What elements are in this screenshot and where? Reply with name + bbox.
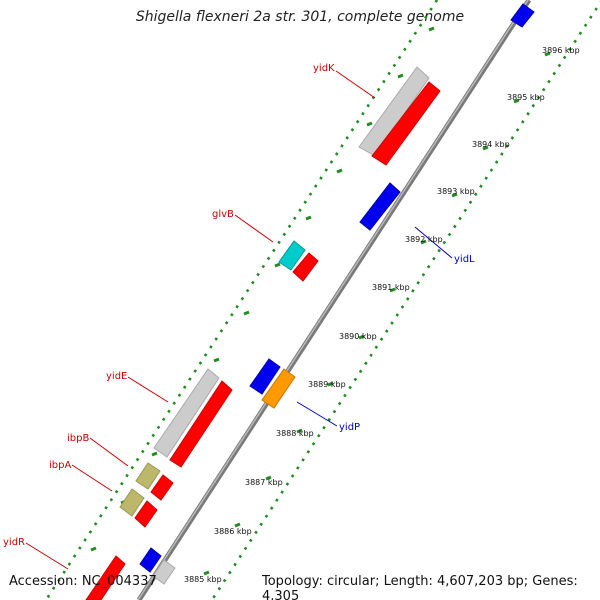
gene-label: ibpA bbox=[49, 460, 71, 471]
gene-yidR-red bbox=[85, 555, 126, 600]
gene-blocks-right bbox=[139, 3, 535, 585]
accession-label: Accession: NC_004337 bbox=[9, 574, 157, 589]
tick-label: 3889 kbp bbox=[308, 380, 346, 389]
genome-summary: Topology: circular; Length: 4,607,203 bp… bbox=[262, 574, 578, 600]
gene-blue-top bbox=[510, 3, 535, 28]
tick-label: 3895 kbp bbox=[507, 93, 545, 102]
gene-glvB-red bbox=[292, 252, 319, 282]
tick-label: 3896 kbp bbox=[542, 46, 580, 55]
gene-yidP-blue bbox=[249, 358, 281, 395]
gene-labels: yidK glvB yidE ibpB ibpA yidR yidL yidP bbox=[3, 63, 475, 548]
gene-label: yidR bbox=[3, 537, 25, 548]
gene-glvB-cyan bbox=[278, 240, 306, 271]
tick-label: 3892 kbp bbox=[405, 235, 443, 244]
gene-label: glvB bbox=[212, 209, 234, 220]
tick-label: 3893 kbp bbox=[437, 187, 475, 196]
gene-blocks-left bbox=[85, 66, 441, 600]
gene-label: yidP bbox=[339, 422, 360, 433]
gene-ibpB-red bbox=[150, 474, 174, 501]
gene-label: yidL bbox=[454, 254, 475, 265]
gene-label: ibpB bbox=[67, 433, 89, 444]
gene-label: yidE bbox=[106, 371, 127, 382]
gene-yidL-blue bbox=[359, 182, 401, 231]
ruler-tick-labels: 3885 kbp 3886 kbp 3887 kbp 3888 kbp 3889… bbox=[184, 46, 580, 584]
genome-backbone bbox=[136, 0, 532, 600]
gene-ibpA-red bbox=[134, 500, 158, 528]
tick-label: 3888 kbp bbox=[276, 429, 314, 438]
gene-ibpA-khaki bbox=[119, 488, 145, 517]
ruler-right-ticks bbox=[203, 51, 551, 576]
gene-blue-bottom bbox=[139, 547, 162, 573]
tick-label: 3891 kbp bbox=[372, 283, 410, 292]
tick-label: 3890 kbp bbox=[339, 332, 377, 341]
gene-grey-bottom bbox=[152, 559, 176, 585]
gene-ibpB-khaki bbox=[135, 462, 161, 490]
tick-label: 3886 kbp bbox=[214, 527, 252, 536]
tick-label: 3887 kbp bbox=[245, 478, 283, 487]
gene-label: yidK bbox=[313, 63, 335, 74]
tick-label: 3894 kbp bbox=[472, 140, 510, 149]
gene-yidK-red bbox=[371, 81, 441, 166]
gene-yidP-orange bbox=[261, 368, 296, 409]
gene-yidE-grey bbox=[153, 368, 220, 458]
tick-label: 3885 kbp bbox=[184, 575, 222, 584]
map-title: Shigella flexneri 2a str. 301, complete … bbox=[135, 9, 465, 25]
ruler-left bbox=[44, 0, 439, 600]
gene-label-leaders bbox=[25, 70, 453, 570]
gene-yidE-red bbox=[169, 380, 233, 468]
ruler-right bbox=[210, 0, 600, 600]
